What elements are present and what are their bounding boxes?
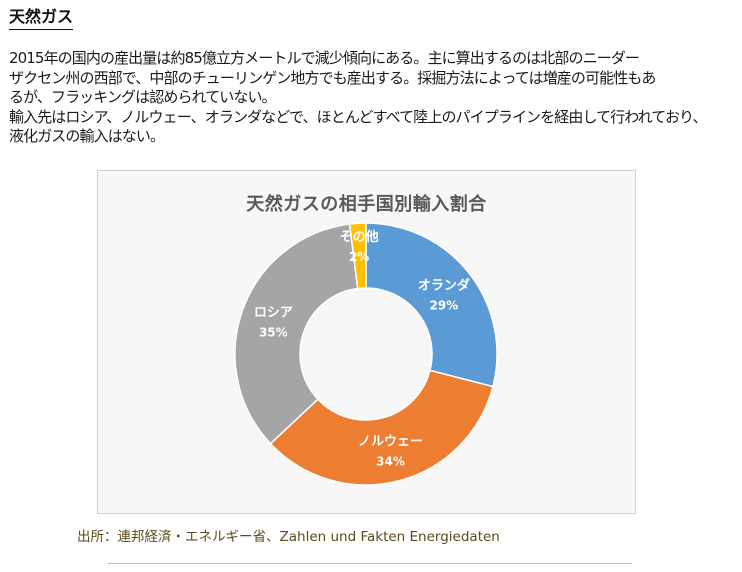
slice-value-label: 2% — [349, 250, 369, 264]
body-text: 2015年の国内の産出量は約85億立方メートルで減少傾向にある。主に算出するのは… — [9, 49, 737, 147]
source-caption: 出所：連邦経済・エネルギー省、Zahlen und Fakten Energie… — [77, 529, 500, 545]
donut-chart: オランダ 29% ノルウェー 34% ロシア 35% その他 2% — [234, 222, 498, 486]
slice-value-label: 34% — [376, 454, 405, 468]
paragraph-line: ザクセン州の西部で、中部のチューリンゲン地方でも産出する。採掘方法によっては増産… — [9, 68, 656, 87]
slice-label: ノルウェー — [358, 434, 423, 449]
chart-title: 天然ガスの相手国別輸入割合 — [246, 194, 487, 215]
paragraph-line: 2015年の国内の産出量は約85億立方メートルで減少傾向にある。主に算出するのは… — [9, 49, 640, 67]
paragraph-line: 液化ガスの輸入はない。 — [9, 127, 165, 146]
slice-オランダ — [365, 222, 498, 388]
slice-ロシア — [234, 223, 359, 445]
slice-label: オランダ — [418, 278, 470, 294]
slice-label: その他 — [340, 229, 379, 245]
section-heading: 天然ガス — [9, 6, 74, 30]
slice-その他 — [348, 222, 367, 290]
paragraph-line: るが、フラッキングは認められていない。 — [9, 88, 277, 107]
slice-value-label: 29% — [429, 299, 458, 313]
chart-figure: 天然ガスの相手国別輸入割合 オランダ 29% ノルウェー 34% ロシア 35% その他 2% — [97, 170, 636, 514]
paragraph-line: 輸入先はロシア、ノルウェー、オランダなどで、ほとんどすべて陸上のパイプラインを経… — [9, 107, 708, 126]
slice-ノルウェー — [269, 369, 494, 486]
divider — [108, 563, 632, 564]
slice-label: ロシア — [254, 306, 293, 321]
slice-value-label: 35% — [259, 326, 288, 340]
